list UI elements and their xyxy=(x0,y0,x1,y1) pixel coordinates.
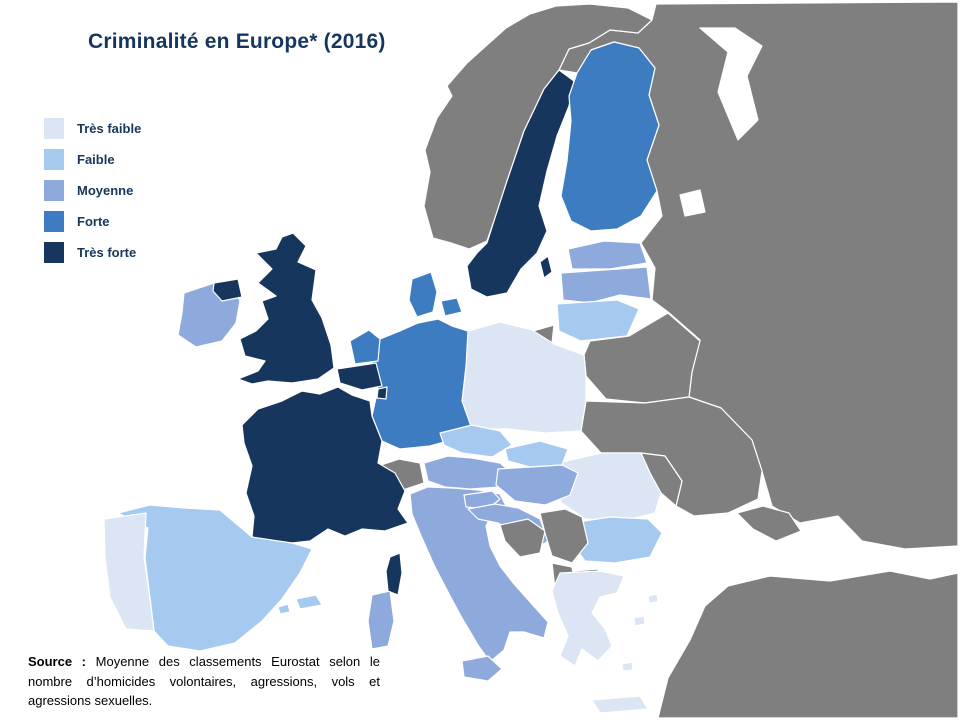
country-finland xyxy=(560,41,660,232)
aegean-island-3 xyxy=(621,661,634,672)
country-serbia xyxy=(539,508,589,564)
island-balearic-1 xyxy=(295,594,323,610)
legend-item-faible: Faible xyxy=(44,149,141,170)
country-hungary xyxy=(495,464,579,506)
island-sicily xyxy=(461,655,503,682)
country-belgium xyxy=(336,362,383,391)
country-greece xyxy=(551,570,625,667)
legend-label-tres-forte: Très forte xyxy=(77,245,137,260)
source-text: Moyenne des classements Eurostat selon l… xyxy=(28,654,380,708)
region-northern-ireland xyxy=(212,278,243,302)
country-united-kingdom xyxy=(237,232,335,385)
aegean-island-1 xyxy=(633,615,646,627)
island-balearic-2 xyxy=(277,603,291,615)
legend-label-moyenne: Moyenne xyxy=(77,183,134,198)
legend-swatch-tres-faible xyxy=(44,118,64,139)
aegean-island-2 xyxy=(647,593,659,604)
source-note: Source : Moyenne des classements Eurosta… xyxy=(28,652,380,711)
region-crimea xyxy=(736,505,802,542)
country-italy xyxy=(409,486,549,663)
denmark-islands xyxy=(440,297,463,317)
country-denmark xyxy=(408,271,438,318)
legend-swatch-faible xyxy=(44,149,64,170)
white-sea xyxy=(699,27,763,141)
country-netherlands xyxy=(349,329,381,365)
country-france xyxy=(241,386,409,544)
legend-swatch-tres-forte xyxy=(44,242,64,263)
island-corsica xyxy=(385,552,403,596)
country-turkey xyxy=(657,570,959,719)
legend: Très faible Faible Moyenne Forte Très fo… xyxy=(44,118,141,273)
country-latvia xyxy=(560,266,652,304)
island-crete xyxy=(591,695,649,714)
page-title: Criminalité en Europe* (2016) xyxy=(88,30,386,53)
country-bosnia-herzegovina xyxy=(499,518,546,558)
legend-item-forte: Forte xyxy=(44,211,141,232)
legend-swatch-moyenne xyxy=(44,180,64,201)
legend-item-moyenne: Moyenne xyxy=(44,180,141,201)
source-label: Source : xyxy=(28,654,87,669)
legend-swatch-forte xyxy=(44,211,64,232)
country-czech-republic xyxy=(439,424,513,458)
lake-ladoga xyxy=(679,189,706,217)
legend-label-forte: Forte xyxy=(77,214,110,229)
legend-label-faible: Faible xyxy=(77,152,115,167)
legend-label-tres-faible: Très faible xyxy=(77,121,142,136)
legend-item-tres-forte: Très forte xyxy=(44,242,141,263)
country-portugal xyxy=(103,512,155,632)
country-lithuania xyxy=(556,299,640,342)
legend-item-tres-faible: Très faible xyxy=(44,118,141,139)
country-luxembourg xyxy=(376,386,388,400)
country-sweden xyxy=(466,69,575,298)
island-gotland xyxy=(539,255,553,279)
country-estonia xyxy=(567,240,648,270)
